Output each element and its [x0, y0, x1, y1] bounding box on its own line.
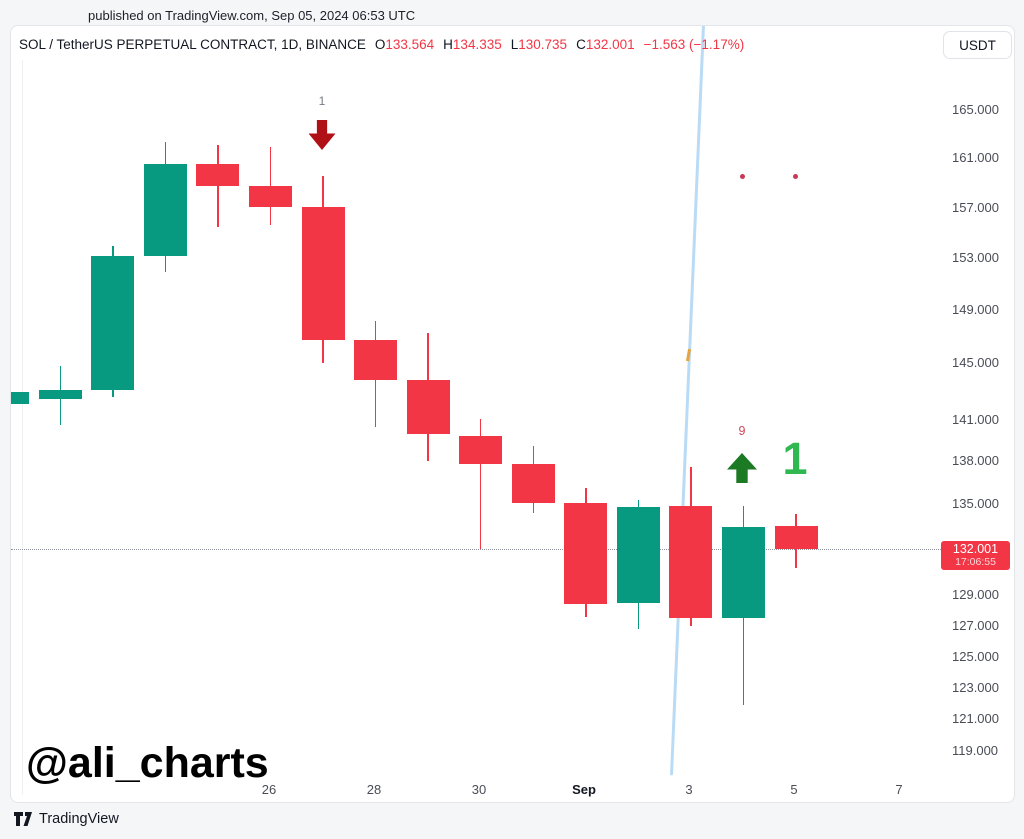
time-axis-label: 3 — [685, 782, 693, 797]
up-arrow-icon — [727, 453, 757, 483]
candle-body — [616, 507, 660, 603]
price-axis-label: 127.000 — [952, 618, 999, 633]
time-axis-label: Sep — [572, 782, 596, 797]
signal-dot — [792, 173, 798, 179]
last-price-line — [11, 549, 941, 550]
candle-wick — [479, 418, 482, 549]
chart-plot-area[interactable]: 165.000 161.000 157.000 153.000 149.000 145.0… — [11, 26, 1014, 802]
ohlc-pair: C132.001 — [576, 37, 635, 52]
ohlc-pair: O133.564 — [374, 37, 435, 52]
last-price-value: 132.001 — [952, 541, 999, 556]
price-axis-label: 161.000 — [952, 150, 999, 165]
sell-signal-count-label: 1 — [318, 94, 326, 108]
candle-body — [354, 340, 398, 381]
tradingview-brand[interactable]: TradingView — [39, 811, 119, 827]
price-axis-label: 123.000 — [952, 680, 999, 695]
price-axis-label: 125.000 — [952, 649, 999, 664]
candle-body — [669, 505, 713, 619]
price-axis-label: 165.000 — [952, 102, 999, 117]
candle-body — [196, 164, 240, 186]
time-axis-label: 28 — [366, 782, 382, 797]
price-axis-label: 121.000 — [952, 711, 999, 726]
candle-wick — [217, 144, 219, 227]
price-axis-label: 138.000 — [952, 453, 999, 468]
time-axis-label: 5 — [790, 782, 798, 797]
change-value: −1.563 (−1.17%) — [643, 37, 745, 52]
grid-vline — [22, 60, 23, 795]
chart-card: 165.000 161.000 157.000 153.000 149.000 145.0… — [10, 25, 1015, 803]
bar-countdown: 17:06:55 — [955, 555, 996, 568]
candle-body — [774, 525, 818, 549]
big-green-one-label: 1 — [782, 433, 808, 484]
ohlc-pair: L130.735 — [510, 37, 568, 52]
candle-body — [511, 463, 555, 503]
candle-body — [249, 185, 292, 207]
price-axis-label: 149.000 — [952, 302, 999, 317]
price-axis-label: 153.000 — [952, 250, 999, 265]
price-axis-label: 157.000 — [952, 200, 999, 215]
candle-body — [564, 502, 608, 605]
candle-body — [459, 436, 503, 464]
candle-body — [721, 526, 765, 619]
candle-body — [11, 391, 30, 405]
buy-signal-count-label: 9 — [738, 424, 746, 438]
time-axis-label: 30 — [471, 782, 487, 797]
time-axis-label: 26 — [261, 782, 277, 797]
price-axis-label: 145.000 — [952, 355, 999, 370]
ohlc-values: O133.564 H134.335 L130.735 C132.001 — [375, 37, 635, 52]
time-axis-label: 7 — [895, 782, 903, 797]
currency-toggle-button[interactable]: USDT — [943, 31, 1012, 59]
candle-body — [38, 390, 82, 399]
publish-banner: published on TradingView.com, Sep 05, 20… — [88, 8, 416, 23]
candle-body — [143, 164, 187, 256]
watermark: @ali_charts — [26, 739, 269, 787]
ohlc-pair: H134.335 — [443, 37, 502, 52]
price-axis-label: 141.000 — [952, 412, 999, 427]
trend-line[interactable] — [669, 26, 705, 776]
candle-body — [406, 380, 450, 434]
symbol-title[interactable]: SOL / TetherUS PERPETUAL CONTRACT, 1D, B… — [19, 37, 366, 52]
candle-body — [301, 206, 345, 341]
last-price-badge: 132.001 17:06:55 — [941, 541, 1010, 570]
chart-header: SOL / TetherUS PERPETUAL CONTRACT, 1D, B… — [19, 37, 744, 52]
price-axis-label: 135.000 — [952, 496, 999, 511]
down-arrow-icon — [308, 120, 336, 150]
price-axis-label: 129.000 — [952, 587, 999, 602]
tradingview-logo-icon — [14, 812, 32, 826]
candle-body — [91, 255, 135, 391]
price-axis-label: 119.000 — [952, 743, 999, 758]
signal-dot — [739, 173, 745, 179]
footer: TradingView — [13, 811, 119, 827]
